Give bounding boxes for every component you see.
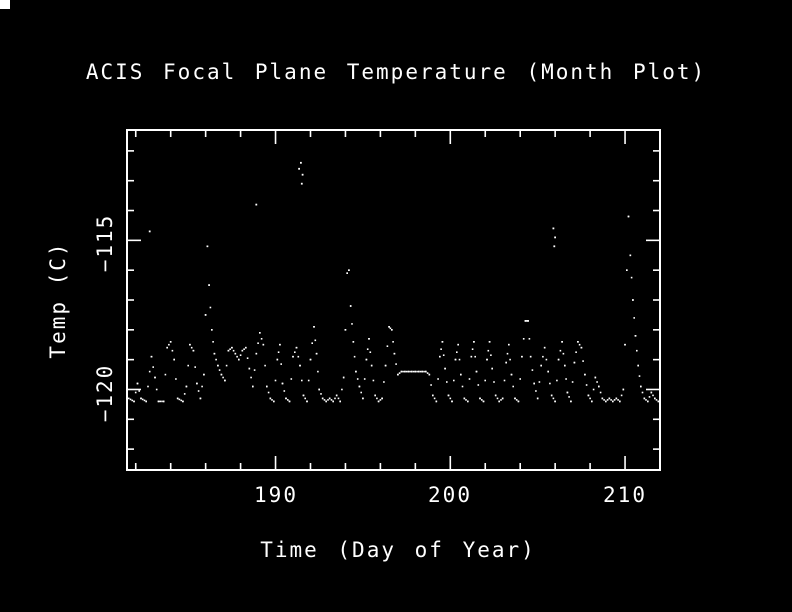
y-axis-title: Temp (C) bbox=[46, 241, 70, 359]
y-tick-label-115: −115 bbox=[93, 213, 117, 273]
x-tick-label-200: 200 bbox=[428, 483, 472, 507]
x-tick-label-190: 190 bbox=[254, 483, 298, 507]
cursor-artifact bbox=[0, 0, 10, 9]
x-tick-label-210: 210 bbox=[603, 483, 647, 507]
y-tick-label-120: −120 bbox=[93, 363, 117, 423]
x-axis-title: Time (Day of Year) bbox=[260, 538, 536, 562]
chart-title: ACIS Focal Plane Temperature (Month Plot… bbox=[85, 60, 707, 84]
